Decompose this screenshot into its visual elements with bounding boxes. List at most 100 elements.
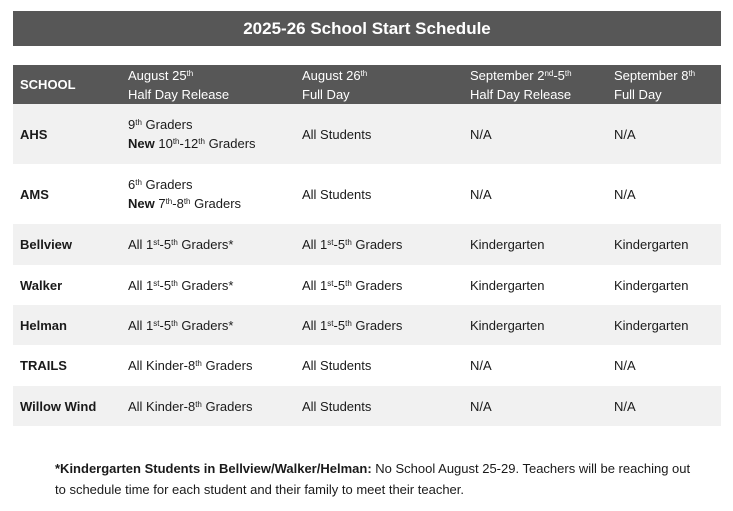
table-cell: All 1st-5th Graders* <box>121 305 295 345</box>
cell-text: All 1 <box>128 277 154 293</box>
table-row: Bellview All 1st-5th Graders* All 1st-5th … <box>13 224 721 265</box>
cell-text: Walker <box>20 277 63 293</box>
cell-text: Kindergarten <box>470 237 545 252</box>
cell-text: -12 <box>179 136 199 151</box>
table-cell: N/A <box>607 345 721 386</box>
cell-text: N/A <box>470 186 492 202</box>
cell-text: N/A <box>470 358 492 373</box>
cell-text: Graders <box>141 177 193 192</box>
table-row: Willow Wind All Kinder-8th Graders All Stu… <box>13 386 721 426</box>
cell-text: th <box>688 68 696 78</box>
cell-text: -5 <box>159 317 172 333</box>
table-cell: N/A <box>463 164 607 224</box>
cell-text: st <box>153 278 160 288</box>
cell-text: Graders <box>201 358 253 373</box>
cell-text: Full Day <box>302 86 350 102</box>
table-cell: N/A <box>607 164 721 224</box>
cell-text: th <box>135 118 142 127</box>
table-cell: Kindergarten <box>607 265 721 305</box>
table-cell: Kindergarten <box>607 305 721 345</box>
school-name: Willow Wind <box>13 386 121 426</box>
cell-text: N/A <box>614 398 636 414</box>
cell-text: st <box>327 278 334 288</box>
cell-text: Kindergarten <box>614 237 689 252</box>
cell-text: st <box>153 318 160 328</box>
table-cell: All Kinder-8th Graders <box>121 386 295 426</box>
table-cell: All 1st-5th Graders* <box>121 265 295 305</box>
cell-text: N/A <box>614 358 636 373</box>
footnote-text: No School August 25-29. Teachers will be… <box>55 461 691 497</box>
cell-text: th <box>345 318 352 328</box>
cell-text: -5 <box>553 67 565 83</box>
cell-text: September 2 <box>470 67 545 83</box>
cell-text: 7 <box>154 196 166 211</box>
school-name: AHS <box>13 104 121 164</box>
cell-text: Graders <box>351 317 403 333</box>
cell-text: N/A <box>470 398 492 414</box>
cell-text: Kindergarten <box>614 317 689 333</box>
cell-text: 10 <box>154 136 173 151</box>
table-cell: All Kinder-8th Graders <box>121 345 295 386</box>
cell-text: Helman <box>20 317 67 333</box>
cell-text: Graders <box>141 117 193 132</box>
table-cell: Kindergarten <box>463 265 607 305</box>
table-cell: All 1st-5th Graders* <box>121 224 295 265</box>
cell-text: All Students <box>302 186 372 202</box>
header-row: SCHOOL August 25th Half Day Release August … <box>13 65 721 104</box>
footnote-label: *Kindergarten Students in Bellview/Walke… <box>55 461 372 476</box>
cell-text: Full Day <box>614 86 662 102</box>
cell-text: Kindergarten <box>470 277 545 293</box>
schedule-table: SCHOOL August 25th Half Day Release August … <box>13 65 721 426</box>
table-cell: 6th Graders New 7th-8th Graders <box>121 164 295 224</box>
cell-text: th <box>345 238 352 247</box>
column-header: August 26th Full Day <box>295 65 463 104</box>
cell-text: TRAILS <box>20 358 67 373</box>
cell-text: SCHOOL <box>20 77 76 92</box>
table-cell: N/A <box>607 104 721 164</box>
school-name: Bellview <box>13 224 121 265</box>
cell-text: All 1 <box>302 237 328 252</box>
table-cell: All Students <box>295 104 463 164</box>
cell-text: th <box>172 137 180 146</box>
cell-text: -5 <box>333 237 346 252</box>
table-cell: All Students <box>295 345 463 386</box>
cell-text: August 25 <box>128 67 187 83</box>
cell-text: th <box>195 359 202 368</box>
cell-text: Bellview <box>20 237 73 252</box>
cell-text: th <box>564 68 572 78</box>
school-name: AMS <box>13 164 121 224</box>
cell-text: AMS <box>20 186 49 202</box>
cell-text: Graders <box>204 136 256 151</box>
cell-text: -5 <box>159 277 172 293</box>
cell-text: Graders* <box>177 277 234 293</box>
cell-text: -5 <box>333 277 346 293</box>
cell-text: Half Day Release <box>128 86 230 102</box>
table-cell: Kindergarten <box>607 224 721 265</box>
school-name: Helman <box>13 305 121 345</box>
cell-text: All 1 <box>128 317 154 333</box>
cell-text: th <box>195 399 202 409</box>
cell-text: All Students <box>302 126 372 142</box>
table-cell: 9th Graders New 10th-12th Graders <box>121 104 295 164</box>
cell-text: -5 <box>333 317 346 333</box>
cell-text: th <box>165 197 173 206</box>
footnote: *Kindergarten Students in Bellview/Walke… <box>55 458 695 500</box>
cell-text: nd <box>544 68 554 78</box>
cell-text: Graders* <box>177 317 234 333</box>
cell-text: Graders <box>190 196 242 211</box>
cell-text: th <box>186 68 194 78</box>
cell-text: Kindergarten <box>470 317 545 333</box>
table-cell: N/A <box>463 104 607 164</box>
cell-text: Kindergarten <box>614 277 689 293</box>
cell-text: N/A <box>614 186 636 202</box>
cell-text: st <box>153 238 160 247</box>
cell-text: th <box>171 238 178 247</box>
table-cell: All Students <box>295 164 463 224</box>
cell-text: All Kinder-8 <box>128 358 196 373</box>
cell-text: N/A <box>614 126 636 142</box>
cell-text: th <box>360 68 368 78</box>
cell-text: All Students <box>302 358 372 373</box>
table-row: Walker All 1st-5th Graders* All 1st-5th Gr… <box>13 265 721 305</box>
cell-text: -5 <box>159 237 172 252</box>
cell-text: August 26 <box>302 67 361 83</box>
